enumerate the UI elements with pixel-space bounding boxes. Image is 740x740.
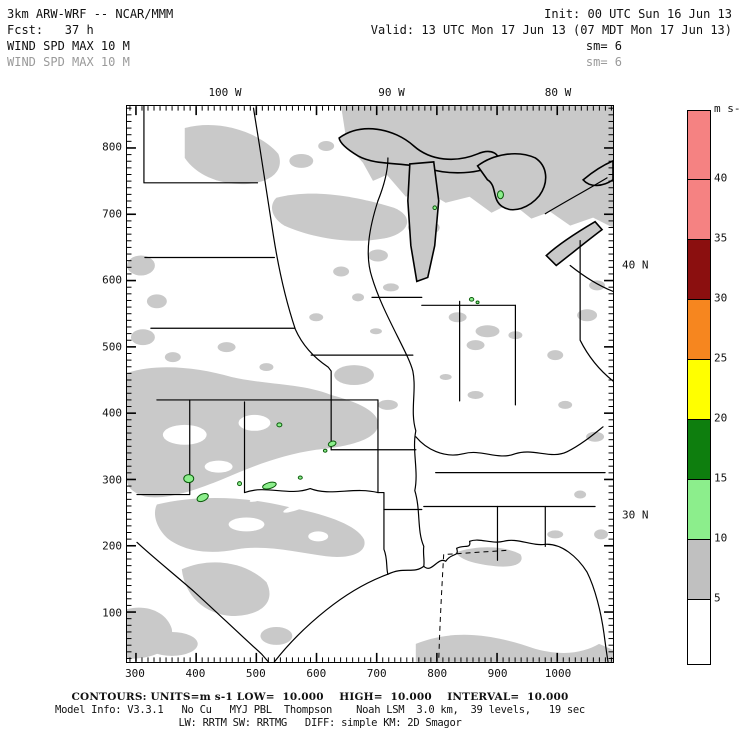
colorbar-segment (688, 539, 710, 599)
smoothing-1: sm= 6 (585, 39, 622, 53)
axis-tick-label: 900 (487, 667, 508, 680)
contours-info: CONTOURS: UNITS=m s-1 LOW= 10.000 HIGH= … (71, 691, 569, 703)
axis-ticks (127, 106, 613, 662)
colorbar-segment (688, 299, 710, 359)
init-time: Init: 00 UTC Sun 16 Jun 13 (544, 7, 732, 21)
axis-tick-label: 90 W (378, 86, 405, 99)
axis-tick-label: 80 W (544, 86, 572, 99)
axis-tick-label: 500 (245, 667, 266, 680)
wind-speed-colorbar (687, 110, 711, 665)
axis-tick-label: 40 N (622, 258, 649, 272)
colorbar-segment (688, 419, 710, 479)
valid-time: Valid: 13 UTC Mon 17 Jun 13 (07 MDT Mon … (370, 23, 732, 37)
axis-tick-label: 700 (102, 207, 122, 221)
colorbar-segment (688, 599, 710, 664)
state-borders (136, 106, 613, 662)
plot-footer: CONTOURS: UNITS=m s-1 LOW= 10.000 HIGH= … (0, 691, 640, 730)
field-name-2: WIND SPD MAX 10 M (7, 55, 130, 69)
axis-tick-label: 800 (102, 140, 122, 154)
axis-tick-label: 30 (714, 291, 728, 305)
axis-tick-label: 1000 (544, 667, 572, 680)
axis-tick-label: 800 (427, 667, 448, 680)
colorbar-units-label: m s-1 (714, 102, 740, 115)
axis-tick-label: 10 (714, 531, 728, 545)
lake-michigan (407, 161, 440, 283)
smoothing-2: sm= 6 (585, 55, 622, 69)
colorbar-segment (688, 479, 710, 539)
axis-tick-label: 700 (366, 667, 387, 680)
dashed-meridian (438, 549, 508, 662)
axis-tick-label: 300 (125, 667, 145, 680)
colorbar-segment (688, 359, 710, 419)
axis-tick-label: 30 N (622, 508, 649, 522)
axis-tick-label: 500 (102, 340, 122, 354)
great-lakes (338, 127, 613, 283)
axis-tick-label: 600 (306, 667, 327, 680)
axis-tick-label: 35 (714, 231, 728, 245)
lake-huron (476, 153, 547, 211)
colorbar-segment (688, 111, 710, 179)
axis-tick-label: 200 (102, 539, 122, 553)
colorbar-segment (688, 179, 710, 239)
lake-erie (545, 220, 604, 267)
axis-tick-label: 400 (102, 406, 122, 420)
axis-tick-label: 25 (714, 351, 728, 365)
axis-tick-label: 300 (102, 473, 122, 487)
axis-tick-label: 5 (714, 591, 721, 605)
physics-info: LW: RRTM SW: RRTMG DIFF: simple KM: 2D S… (178, 717, 462, 729)
weather-map (127, 106, 613, 662)
axis-tick-label: 400 (185, 667, 206, 680)
axis-tick-label: 100 (102, 606, 122, 620)
axis-tick-label: 600 (102, 273, 122, 287)
forecast-hour: Fcst: 37 h (7, 23, 94, 37)
axis-tick-label: 20 (714, 411, 728, 425)
axis-tick-label: 100 W (208, 86, 242, 99)
wind-contour-spots-green (183, 190, 504, 503)
map-plot-frame (126, 105, 614, 663)
axis-tick-label: 15 (714, 471, 728, 485)
field-name-1: WIND SPD MAX 10 M (7, 39, 130, 53)
model-title: 3km ARW-WRF -- NCAR/MMM (7, 7, 174, 21)
axis-tick-label: 40 (714, 171, 728, 185)
model-info: Model Info: V3.3.1 No Cu MYJ PBL Thompso… (55, 704, 585, 716)
colorbar-segment (688, 239, 710, 299)
